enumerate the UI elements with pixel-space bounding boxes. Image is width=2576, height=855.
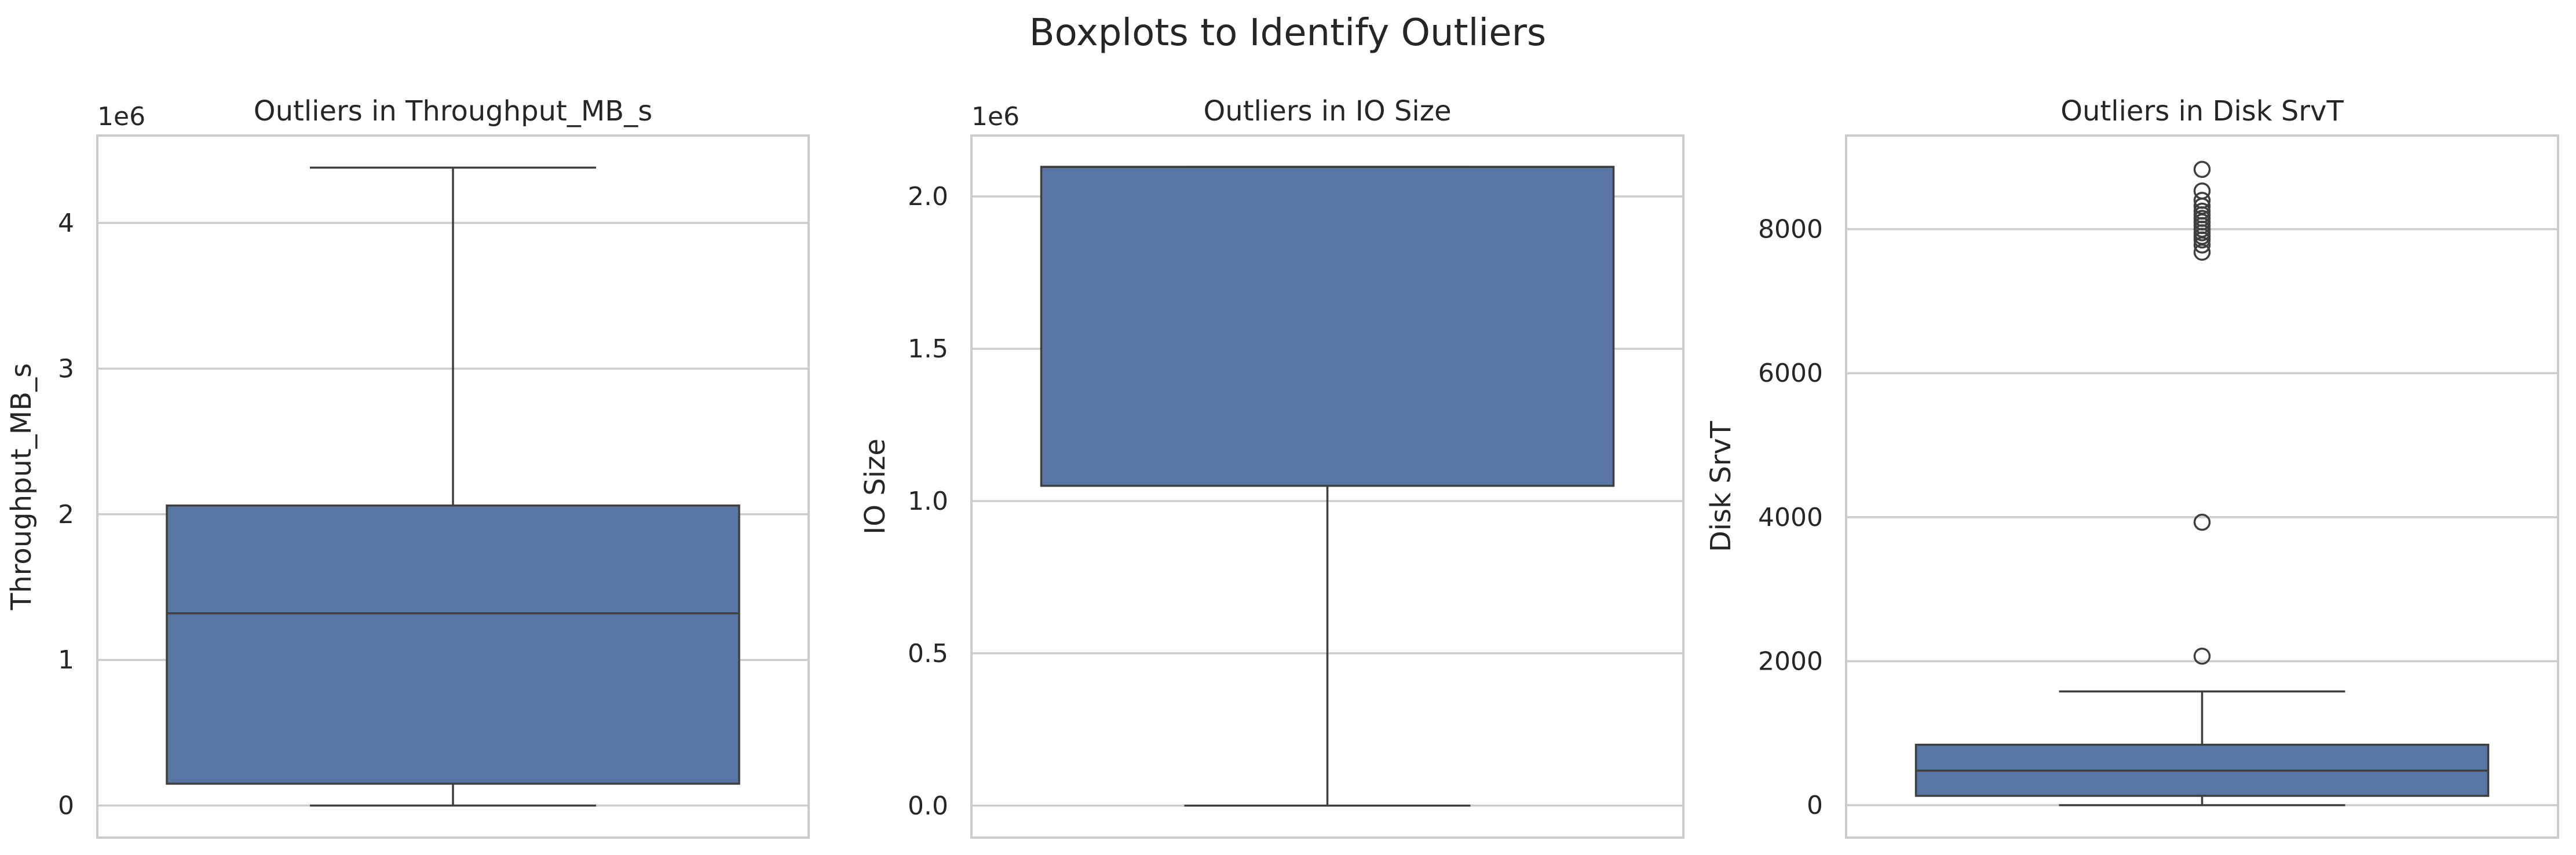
y-axis-label: Throughput_MB_s bbox=[5, 363, 38, 611]
y-tick-label: 8000 bbox=[1758, 215, 1823, 244]
outlier-point bbox=[2193, 513, 2211, 531]
y-tick-label: 2.0 bbox=[908, 182, 948, 211]
panel-disk-srvt: Outliers in Disk SrvT Disk SrvT 0 2000 400… bbox=[1705, 95, 2559, 839]
outlier-point bbox=[2193, 160, 2211, 178]
y-tick-label: 0.5 bbox=[908, 639, 948, 668]
outlier-point bbox=[2193, 182, 2211, 200]
y-axis-multiplier: 1e6 bbox=[971, 102, 1020, 131]
y-tick-label: 2000 bbox=[1758, 646, 1823, 676]
panel-throughput: Outliers in Throughput_MB_s Throughput_M… bbox=[5, 95, 810, 839]
y-tick-label: 0.0 bbox=[908, 791, 948, 821]
y-axis-label: IO Size bbox=[859, 439, 891, 535]
outlier-point bbox=[2193, 647, 2211, 665]
y-tick-label: 1.5 bbox=[908, 334, 948, 364]
panel-title: Outliers in IO Size bbox=[1204, 95, 1452, 127]
y-axis-multiplier: 1e6 bbox=[97, 102, 145, 131]
y-tick-label: 1 bbox=[58, 645, 74, 675]
y-tick-label: 4 bbox=[58, 209, 74, 238]
iqr-box bbox=[166, 504, 740, 785]
y-tick-label: 6000 bbox=[1758, 359, 1823, 388]
panel-title: Outliers in Disk SrvT bbox=[2060, 95, 2344, 127]
y-tick-label: 0 bbox=[58, 791, 74, 821]
y-tick-label: 3 bbox=[58, 354, 74, 383]
y-tick-label: 4000 bbox=[1758, 503, 1823, 532]
panel-io-size: Outliers in IO Size IO Size 1e6 0.0 0.5 1.… bbox=[859, 95, 1685, 839]
y-tick-label: 2 bbox=[58, 500, 74, 529]
y-axis-label: Disk SrvT bbox=[1705, 421, 1737, 552]
y-tick-label: 0 bbox=[1807, 791, 1823, 820]
y-tick-label: 1.0 bbox=[908, 487, 948, 516]
figure-title: Boxplots to Identify Outliers bbox=[1029, 12, 1546, 54]
iqr-box bbox=[1040, 166, 1615, 487]
panel-title: Outliers in Throughput_MB_s bbox=[254, 95, 652, 127]
outlier-point bbox=[2193, 192, 2211, 209]
outlier-point bbox=[2193, 202, 2211, 220]
